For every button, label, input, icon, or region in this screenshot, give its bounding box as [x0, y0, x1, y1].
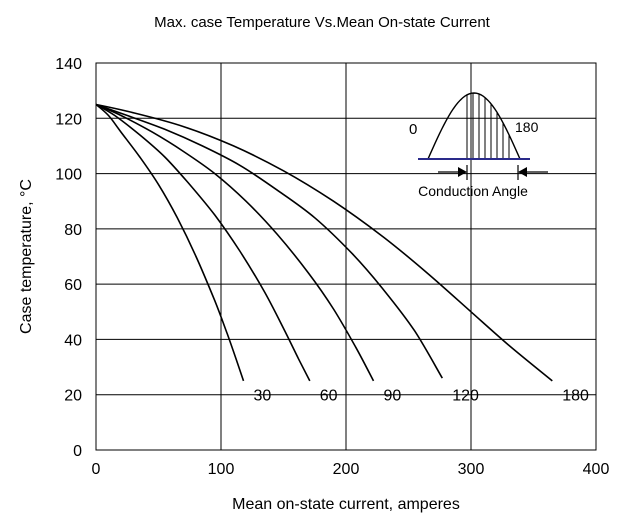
- y-tick-label-140: 140: [55, 56, 82, 73]
- inset-caption: Conduction Angle: [418, 183, 528, 199]
- inset-left-arrow-head: [458, 167, 467, 177]
- curve-label-60: 60: [320, 388, 338, 405]
- x-tick-label-400: 400: [583, 461, 610, 478]
- inset-right-arrow-head: [518, 167, 527, 177]
- inset-left-label: 0: [409, 121, 417, 138]
- curve-30: [95, 103, 245, 382]
- y-tick-label-100: 100: [55, 167, 82, 184]
- y-tick-label-20: 20: [64, 388, 82, 405]
- plot-frame: [95, 62, 597, 451]
- x-tick-label-100: 100: [208, 461, 235, 478]
- x-tick-label-0: 0: [92, 461, 101, 478]
- curve-label-90: 90: [384, 388, 402, 405]
- curve-120: [95, 103, 443, 379]
- y-tick-label-40: 40: [64, 332, 82, 349]
- curves: [95, 103, 553, 382]
- y-tick-label-60: 60: [64, 277, 82, 294]
- curve-180: [95, 103, 553, 382]
- chart-title: Max. case Temperature Vs.Mean On-state C…: [154, 14, 491, 31]
- conduction-angle-inset: 0 180 Conduction Angle: [409, 92, 548, 199]
- y-tick-label-120: 120: [55, 111, 82, 128]
- curve-label-180: 180: [562, 388, 589, 405]
- y-tick-label-80: 80: [64, 222, 82, 239]
- x-axis-ticks: 0 100 200 300 400: [92, 461, 610, 478]
- curve-60: [95, 103, 311, 382]
- curve-label-30: 30: [254, 388, 272, 405]
- y-tick-label-0: 0: [73, 443, 82, 460]
- y-axis-ticks: 0 20 40 60 80 100 120 140: [55, 56, 82, 460]
- x-tick-label-300: 300: [458, 461, 485, 478]
- inset-half-sine-wave: [427, 92, 521, 160]
- x-tick-label-200: 200: [333, 461, 360, 478]
- x-axis-label: Mean on-state current, amperes: [232, 496, 460, 513]
- inset-hatch-lines: [466, 93, 510, 159]
- curve-label-120: 120: [452, 388, 479, 405]
- inset-right-label: 180: [515, 119, 539, 135]
- curve-labels: 30 60 90 120 180: [254, 388, 590, 405]
- curve-90: [95, 103, 375, 382]
- y-axis-label: Case temperature, °C: [18, 179, 35, 334]
